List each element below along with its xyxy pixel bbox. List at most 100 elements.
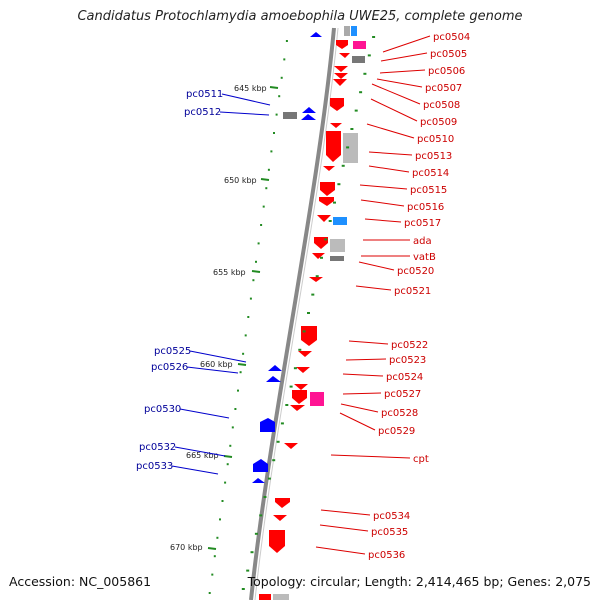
tick-mark	[260, 224, 263, 226]
tick-mark	[372, 36, 376, 38]
scale-tick	[207, 547, 217, 550]
leader-line	[348, 340, 389, 345]
leader-line	[376, 78, 423, 88]
reverse-gene-feature	[253, 459, 268, 472]
pseudo-gene-feature	[330, 256, 344, 261]
tick-mark	[216, 536, 219, 539]
tick-mark	[237, 389, 239, 392]
tick-mark	[311, 293, 315, 296]
tick-mark	[333, 201, 336, 204]
scale-label: 650 kbp	[224, 176, 257, 185]
leader-line	[174, 446, 226, 457]
gene-label-pc0512: pc0512	[184, 107, 221, 118]
gene-feature	[344, 26, 350, 36]
tick-mark	[244, 334, 247, 337]
gene-label-pc0524: pc0524	[386, 372, 423, 383]
tick-mark	[315, 275, 319, 278]
scale-label: 645 kbp	[234, 84, 267, 93]
left-gene-labels: pc0511 pc0512 pc0525 pc0526 pc0530 pc0532 pc05…	[136, 89, 223, 472]
tick-mark	[229, 444, 232, 447]
leader-line	[186, 366, 239, 374]
gene-feature	[290, 405, 305, 411]
leader-line	[380, 52, 428, 62]
gene-feature	[294, 384, 308, 390]
gene-label-pc0532: pc0532	[139, 442, 176, 453]
tick-mark	[254, 532, 258, 535]
reverse-gene-feature	[260, 418, 275, 432]
reverse-gene-feature	[301, 114, 316, 120]
tick-mark	[324, 238, 328, 241]
tick-mark	[307, 312, 310, 314]
tick-mark	[259, 514, 263, 517]
tick-mark	[234, 408, 237, 410]
gene-feature	[269, 530, 285, 553]
reverse-gene-feature	[310, 32, 322, 37]
gene-label-pc0521: pc0521	[394, 286, 431, 297]
tick-mark	[246, 569, 250, 572]
gene-label-pc0509: pc0509	[420, 117, 457, 128]
gene-label-pc0533: pc0533	[136, 461, 173, 472]
reverse-gene-feature	[266, 376, 281, 382]
tick-mark	[273, 132, 275, 134]
tick-mark	[276, 440, 280, 443]
tick-mark	[211, 573, 214, 576]
gene-feature	[317, 215, 331, 222]
gene-feature	[319, 197, 334, 206]
tick-mark	[293, 367, 297, 370]
scale-tick	[237, 363, 247, 366]
leader-line	[359, 184, 408, 190]
gene-label-pc0511: pc0511	[186, 89, 223, 100]
gene-label-pc0506: pc0506	[428, 66, 465, 77]
scale-labels: 645 kbp 650 kbp 655 kbp 660 kbp 665 kbp …	[170, 84, 279, 552]
gene-label-pc0504: pc0504	[433, 32, 470, 43]
tick-mark	[221, 500, 224, 502]
tick-mark	[275, 113, 278, 116]
tick-mark	[239, 371, 242, 374]
gene-feature	[296, 367, 310, 373]
tick-track-outer	[241, 36, 376, 590]
other-gene-feature	[333, 217, 347, 225]
reverse-gene-feature	[252, 478, 265, 483]
gene-feature	[323, 166, 335, 171]
gene-feature	[326, 131, 341, 162]
leader-line	[340, 403, 379, 413]
tick-mark	[267, 477, 271, 480]
tick-mark	[354, 109, 358, 112]
gene-feature	[309, 277, 323, 282]
pseudo-gene-feature	[283, 112, 297, 119]
gene-feature	[330, 123, 342, 128]
gene-feature	[320, 182, 335, 196]
leader-line	[360, 199, 405, 207]
leader-line	[319, 524, 369, 532]
scale-tick	[223, 455, 233, 458]
leader-line	[221, 93, 271, 106]
tick-mark	[283, 58, 286, 61]
gene-label-pc0516: pc0516	[407, 202, 444, 213]
leader-line	[368, 165, 410, 173]
leader-line	[382, 35, 431, 53]
gene-label-pc0510: pc0510	[417, 134, 454, 145]
gene-label-cpt: cpt	[413, 454, 429, 465]
pseudo-gene-feature	[343, 133, 358, 163]
gene-feature	[333, 79, 347, 86]
right-leader-lines	[315, 35, 431, 555]
gene-feature	[259, 594, 271, 600]
tick-mark	[252, 279, 255, 282]
tick-track-inner	[208, 40, 288, 594]
tick-mark	[262, 205, 265, 208]
gene-label-pc0515: pc0515	[410, 185, 447, 196]
gene-label-pc0520: pc0520	[397, 266, 434, 277]
right-gene-labels: pc0504 pc0505 pc0506 pc0507 pc0508 pc0509 pc05…	[368, 32, 470, 561]
leader-line	[370, 98, 418, 122]
gene-label-pc0514: pc0514	[412, 168, 449, 179]
scale-label: 670 kbp	[170, 543, 203, 552]
backbone-strand	[249, 27, 336, 600]
map-title: Candidatus Protochlamydia amoebophila UW…	[77, 9, 523, 24]
leader-line	[342, 373, 384, 377]
gene-feature	[273, 515, 287, 521]
leader-line	[342, 392, 382, 395]
gene-label-pc0523: pc0523	[389, 355, 426, 366]
gene-feature	[334, 73, 348, 79]
tick-mark	[219, 518, 221, 521]
